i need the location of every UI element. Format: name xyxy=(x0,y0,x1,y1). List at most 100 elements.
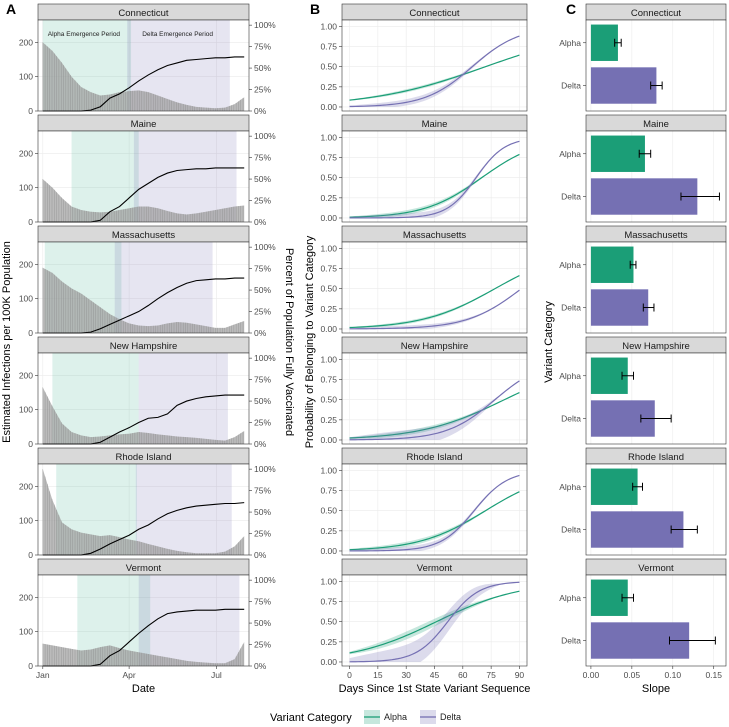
y2-tick-label: 50% xyxy=(254,285,271,295)
y-tick-label: 0.00 xyxy=(320,102,337,112)
facet-label-a-maine: Maine xyxy=(131,119,157,130)
y-tick-label: 200 xyxy=(19,370,33,380)
y2-tick-label: 0% xyxy=(254,661,267,671)
x-tick-label: 75 xyxy=(486,670,496,680)
y-tick-label: 0.75 xyxy=(320,486,337,496)
y-tick-label: 1.00 xyxy=(320,354,337,364)
y-tick-label: 0.75 xyxy=(320,264,337,274)
y2-tick-label: 100% xyxy=(254,20,276,30)
legend-title: Variant Category xyxy=(270,712,352,724)
y-tick-label: 100 xyxy=(19,72,33,82)
y2-tick-label: 25% xyxy=(254,85,271,95)
y-tick-label: 200 xyxy=(19,259,33,269)
facet-label-a-rhode-island: Rhode Island xyxy=(116,452,172,463)
alpha-slope-bar xyxy=(590,24,618,61)
category-label: Delta xyxy=(561,414,581,424)
y2-tick-label: 25% xyxy=(254,529,271,539)
y2-tick-label: 50% xyxy=(254,63,271,73)
infections-area xyxy=(42,267,245,333)
panel-frame-b-connecticut xyxy=(341,19,528,112)
x-tick-label: Jul xyxy=(211,670,222,680)
y-tick-label: 0.50 xyxy=(320,617,337,627)
y-tick-label: 1.00 xyxy=(320,132,337,142)
y-tick-label: 0 xyxy=(28,328,33,338)
y-tick-label: 0 xyxy=(28,661,33,671)
x-tick-label: 0 xyxy=(347,670,352,680)
panel-letter-a: A xyxy=(6,1,16,17)
delta-period-band xyxy=(114,242,213,333)
y2-tick-label: 75% xyxy=(254,597,271,607)
infections-area xyxy=(42,179,245,222)
panel-frame-b-rhode-island xyxy=(341,463,528,556)
y-tick-label: 0.25 xyxy=(320,415,337,425)
y2-tick-label: 50% xyxy=(254,618,271,628)
y-tick-label: 0 xyxy=(28,439,33,449)
panel-frame-a-massachusetts xyxy=(37,241,250,334)
y-tick-label: 1.00 xyxy=(320,576,337,586)
category-label: Delta xyxy=(561,636,581,646)
facet-label-b-connecticut: Connecticut xyxy=(409,8,460,19)
delta-probability-line xyxy=(349,140,520,219)
alpha-probability-line xyxy=(349,153,520,218)
delta-slope-bar xyxy=(590,511,684,548)
y2-tick-label: 75% xyxy=(254,486,271,496)
x-tick-label: 15 xyxy=(373,670,383,680)
y2-tick-label: 75% xyxy=(254,153,271,163)
panel-frame-c-rhode-island xyxy=(585,463,727,556)
y-tick-label: 200 xyxy=(19,37,33,47)
delta-probability-line xyxy=(349,581,520,663)
y-tick-label: 0.25 xyxy=(320,637,337,647)
y-tick-label: 100 xyxy=(19,405,33,415)
facet-label-c-connecticut: Connecticut xyxy=(631,8,682,19)
x-tick-label: 0.00 xyxy=(583,670,600,680)
y-tick-label: 0.75 xyxy=(320,153,337,163)
b-y-axis-title: Probability of Belonging to Variant Cate… xyxy=(304,235,316,448)
facet-label-c-rhode-island: Rhode Island xyxy=(628,452,684,463)
y2-tick-label: 75% xyxy=(254,375,271,385)
y-tick-label: 0.25 xyxy=(320,82,337,92)
alpha-period-band xyxy=(71,131,139,222)
y-tick-label: 0.50 xyxy=(320,62,337,72)
y-tick-label: 0.25 xyxy=(320,193,337,203)
y-tick-label: 100 xyxy=(19,294,33,304)
x-tick-label: 45 xyxy=(430,670,440,680)
infections-area xyxy=(42,387,245,444)
y-tick-label: 200 xyxy=(19,148,33,158)
panel-frame-c-vermont xyxy=(585,574,727,667)
panel-frame-b-massachusetts xyxy=(341,241,528,334)
category-label: Alpha xyxy=(559,260,581,270)
y-tick-label: 0 xyxy=(28,550,33,560)
infections-area xyxy=(42,42,245,111)
alpha-probability-line xyxy=(349,491,520,551)
category-label: Alpha xyxy=(559,593,581,603)
y2-tick-label: 50% xyxy=(254,396,271,406)
facet-label-b-rhode-island: Rhode Island xyxy=(407,452,463,463)
y-tick-label: 1.00 xyxy=(320,21,337,31)
delta-probability-line xyxy=(349,474,520,552)
y2-tick-label: 25% xyxy=(254,640,271,650)
category-label: Alpha xyxy=(559,482,581,492)
c-x-axis-title: Slope xyxy=(642,683,670,695)
facet-label-a-connecticut: Connecticut xyxy=(118,8,169,19)
facet-label-b-new-hampshire: New Hampshire xyxy=(401,341,469,352)
infections-area xyxy=(42,469,245,555)
y-tick-label: 0.50 xyxy=(320,395,337,405)
x-tick-label: 0.10 xyxy=(665,670,682,680)
y-tick-label: 0.75 xyxy=(320,42,337,52)
alpha-probability-line xyxy=(349,275,520,329)
y-tick-label: 0.25 xyxy=(320,304,337,314)
delta-period-band xyxy=(133,131,237,222)
category-label: Delta xyxy=(561,81,581,91)
delta-probability-line xyxy=(349,35,520,108)
y2-tick-label: 25% xyxy=(254,307,271,317)
y2-tick-label: 100% xyxy=(254,353,276,363)
facet-label-c-new-hampshire: New Hampshire xyxy=(622,341,690,352)
alpha-slope-bar xyxy=(590,246,634,283)
delta-ci-band xyxy=(349,582,520,662)
y-tick-label: 200 xyxy=(19,481,33,491)
panel-frame-a-connecticut xyxy=(37,19,250,112)
delta-period-band xyxy=(138,575,240,666)
y2-tick-label: 0% xyxy=(254,550,267,560)
y-tick-label: 0.00 xyxy=(320,435,337,445)
legend: Variant Category Alpha Delta xyxy=(270,710,461,724)
